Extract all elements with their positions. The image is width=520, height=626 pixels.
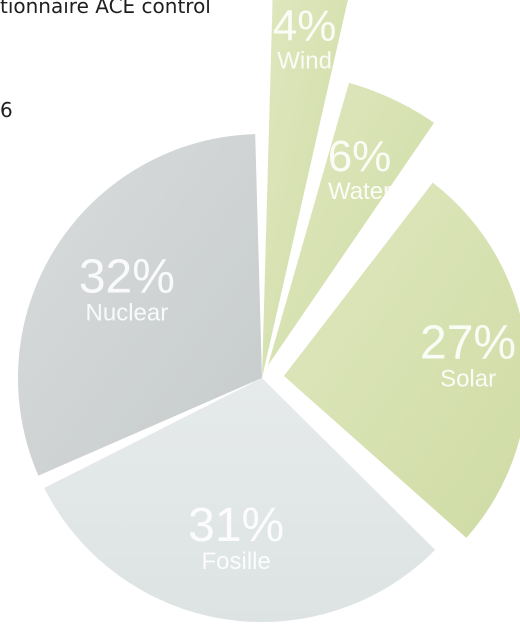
background-text-line: tionnaire ACE control: [0, 0, 211, 18]
background-text-number: 6: [0, 98, 13, 122]
pie-slice-nuclear: [17, 134, 262, 476]
slice-name-label-solar: Solar: [440, 366, 496, 393]
pie-slice-fosille: [44, 378, 436, 622]
slice-name-label-nuclear: Nuclear: [86, 299, 169, 326]
pie-slices: [17, 0, 520, 622]
pie-slice-wind: [262, 0, 348, 378]
slice-value-label-solar: 27%: [420, 317, 516, 370]
slice-name-label-wind: Wind: [277, 48, 332, 75]
slice-name-label-water: Water: [328, 178, 391, 205]
pie-slice-solar: [283, 182, 520, 538]
slice-value-label-water: 6%: [328, 132, 392, 181]
slice-value-label-nuclear: 32%: [79, 250, 175, 303]
pie-labels: 4%Wind 6%Water 27%Solar 31%Fosille 32%Nuclea…: [79, 2, 516, 575]
slice-value-label-fosille: 31%: [188, 499, 284, 552]
slice-value-label-wind: 4%: [273, 2, 337, 51]
slice-name-label-fosille: Fosille: [202, 548, 271, 575]
pie-slice-water: [267, 82, 435, 366]
